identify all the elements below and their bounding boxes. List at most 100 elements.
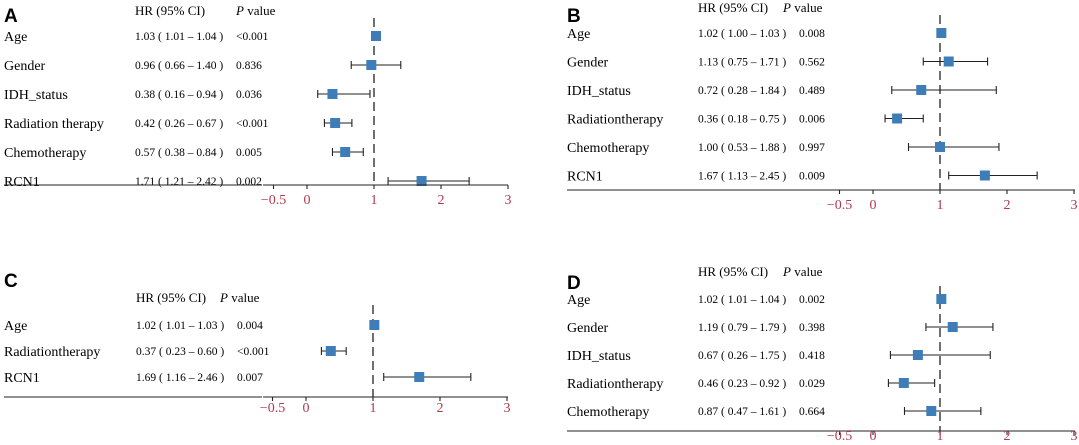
x-tick-label: 2 [438, 193, 445, 208]
hr-point [371, 31, 382, 41]
hr-point [340, 147, 351, 157]
row-label: Age [4, 319, 27, 334]
header-hr: HR (95% CI) [136, 290, 206, 305]
row-label: Age [567, 293, 590, 308]
row-label: Radiation therapy [4, 117, 104, 132]
row-p-value: 0.002 [236, 176, 262, 188]
row-hr-ci: 1.13 ( 0.75 – 1.71 ) [698, 57, 786, 69]
forest-row: Radiation therapy 0.42 ( 0.26 – 0.67 ) <0.… [4, 117, 353, 132]
row-label: IDH_status [567, 84, 631, 99]
row-p-value: 0.004 [237, 320, 263, 332]
row-hr-ci: 0.46 ( 0.23 – 0.92 ) [698, 378, 786, 390]
forest-row: Age 1.02 ( 1.01 – 1.04 ) 0.002 [567, 293, 947, 308]
x-tick-label: 1 [371, 193, 378, 208]
forest-panel-a: A HR (95% CI) P value Age 1.03 ( 1.01 – 1.04… [4, 3, 512, 208]
hr-point [935, 142, 945, 152]
hr-point [369, 320, 380, 330]
row-label: Radiationtherapy [567, 377, 663, 392]
x-tick-label: 3 [1071, 429, 1078, 444]
row-hr-ci: 0.57 ( 0.38 – 0.84 ) [135, 147, 223, 159]
forest-row: RCN1 1.67 ( 1.13 – 2.45 ) 0.009 [567, 170, 1038, 185]
row-label: RCN1 [4, 175, 40, 190]
header-p-value: P value [782, 264, 823, 279]
x-tick-label: −0.5 [261, 193, 286, 208]
forest-panel-d: D HR (95% CI) P value Age 1.02 ( 1.01 – 1.04… [567, 264, 1078, 444]
hr-point [926, 406, 937, 416]
forest-row: Chemotherapy 1.00 ( 0.53 – 1.88 ) 0.997 [567, 141, 1000, 156]
row-label: IDH_status [4, 88, 68, 103]
forest-row: RCN1 1.69 ( 1.16 – 2.46 ) 0.007 [4, 371, 472, 386]
forest-row: IDH_status 0.38 ( 0.16 – 0.94 ) 0.036 [4, 88, 371, 103]
hr-point [947, 322, 958, 332]
x-tick-label: 1 [937, 198, 944, 213]
x-tick-label: 2 [437, 401, 444, 416]
hr-point [892, 113, 903, 124]
row-hr-ci: 1.69 ( 1.16 – 2.46 ) [136, 372, 224, 384]
x-tick-label: −0.5 [827, 429, 852, 444]
row-hr-ci: 1.19 ( 0.79 – 1.79 ) [698, 322, 786, 334]
hr-point [898, 378, 909, 388]
row-p-value: <0.001 [236, 118, 269, 130]
x-tick-label: 2 [1004, 429, 1011, 444]
hr-point [416, 176, 427, 186]
x-tick-label: 1 [937, 429, 944, 444]
hr-point [916, 85, 927, 95]
row-hr-ci: 0.87 ( 0.47 – 1.61 ) [698, 406, 786, 418]
forest-row: Age 1.02 ( 1.00 – 1.03 ) 0.008 [567, 27, 947, 42]
row-p-value: 0.007 [237, 372, 263, 384]
x-tick-label: −0.5 [260, 401, 285, 416]
x-tick-label: −0.5 [827, 198, 852, 213]
forest-row: Gender 0.96 ( 0.66 – 1.40 ) 0.836 [4, 59, 402, 74]
row-hr-ci: 1.02 ( 1.00 – 1.03 ) [698, 28, 786, 40]
hr-point [943, 56, 954, 67]
row-hr-ci: 0.42 ( 0.26 – 0.67 ) [135, 118, 223, 130]
row-p-value: 0.997 [799, 142, 825, 154]
forest-panel-b: B HR (95% CI) P value Age 1.02 ( 1.00 – 1.03… [567, 0, 1078, 213]
header-p-value: P value [782, 0, 823, 15]
header-p-italic: P [219, 290, 228, 305]
row-hr-ci: 0.37 ( 0.23 – 0.60 ) [136, 346, 224, 358]
row-hr-ci: 1.67 ( 1.13 – 2.45 ) [698, 171, 786, 183]
row-label: Radiationtherapy [567, 113, 663, 128]
row-p-value: 0.398 [799, 322, 825, 334]
forest-row: IDH_status 0.72 ( 0.28 – 1.84 ) 0.489 [567, 84, 997, 99]
row-label: Chemotherapy [4, 146, 86, 161]
x-tick-label: 3 [505, 193, 512, 208]
row-label: RCN1 [4, 371, 40, 386]
row-hr-ci: 0.38 ( 0.16 – 0.94 ) [135, 89, 223, 101]
header-p-rest: value [228, 290, 260, 305]
row-p-value: 0.664 [799, 406, 825, 418]
hr-point [366, 60, 377, 70]
forest-row: Chemotherapy 0.57 ( 0.38 – 0.84 ) 0.005 [4, 146, 364, 161]
row-p-value: 0.009 [799, 171, 825, 183]
row-p-value: 0.008 [799, 28, 825, 40]
hr-point [936, 294, 947, 304]
x-tick-label: 3 [504, 401, 511, 416]
hr-point [979, 170, 990, 181]
forest-row: Gender 1.19 ( 0.79 – 1.79 ) 0.398 [567, 321, 994, 336]
row-p-value: <0.001 [237, 346, 270, 358]
row-label: IDH_status [567, 349, 631, 364]
hr-point [327, 89, 338, 99]
panel-letter: B [567, 6, 581, 27]
header-p-value: P value [219, 290, 260, 305]
header-hr: HR (95% CI) [135, 3, 205, 18]
panel-letter: A [4, 6, 18, 27]
forest-row: Age 1.02 ( 1.01 – 1.03 ) 0.004 [4, 319, 380, 334]
forest-row: Radiationtherapy 0.37 ( 0.23 – 0.60 ) <0.0… [4, 345, 347, 360]
row-label: Chemotherapy [567, 141, 649, 156]
forest-row: Radiationtherapy 0.46 ( 0.23 – 0.92 ) 0.02… [567, 377, 936, 392]
row-label: Age [567, 27, 590, 42]
header-p-value: P value [235, 3, 276, 18]
row-label: Gender [567, 321, 609, 336]
row-label: Chemotherapy [567, 405, 649, 420]
forest-row: Age 1.03 ( 1.01 – 1.04 ) <0.001 [4, 30, 382, 45]
forest-row: Chemotherapy 0.87 ( 0.47 – 1.61 ) 0.664 [567, 405, 982, 420]
panel-letter: D [567, 273, 581, 294]
row-hr-ci: 1.02 ( 1.01 – 1.03 ) [136, 320, 224, 332]
forest-row: IDH_status 0.67 ( 0.26 – 1.75 ) 0.418 [567, 349, 991, 364]
x-tick-label: 2 [1004, 198, 1011, 213]
forest-panel-c: C HR (95% CI) P value Age 1.02 ( 1.01 – 1.03… [4, 271, 511, 416]
row-p-value: 0.489 [799, 85, 825, 97]
row-p-value: 0.005 [236, 147, 262, 159]
